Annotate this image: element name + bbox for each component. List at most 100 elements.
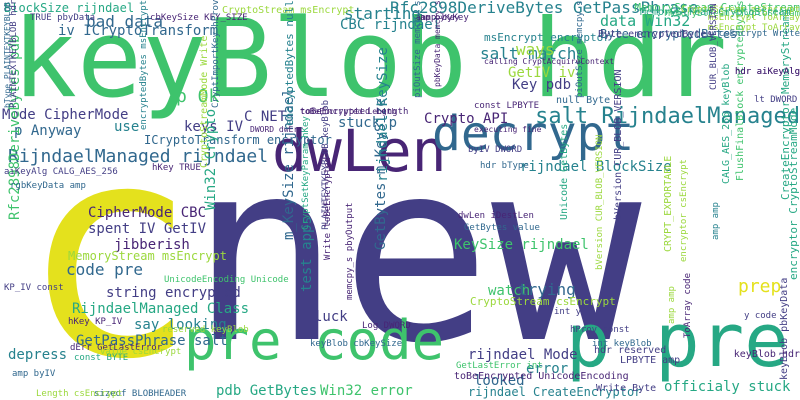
word-amp-bykey: amp byKey bbox=[420, 13, 469, 23]
word-toarray-code: ToArray code bbox=[683, 272, 693, 338]
word-bversion-cur-blob-version: bVersion CUR_BLOB_VERSION bbox=[613, 69, 624, 220]
word-new: new bbox=[190, 107, 642, 398]
word-getbytes-value: GetBytes value bbox=[464, 223, 540, 233]
word-hdr-aikeyalg: hdr aiKeyAlg bbox=[734, 67, 800, 77]
word-pulen-memcpy-s: piOutSize memcpy_s bbox=[575, 0, 585, 98]
word-derr-getlasterror: dErr GetLastError bbox=[70, 343, 163, 353]
word-calg-aes-256-keyblob: CALG_AES_256 keyBlob bbox=[721, 63, 732, 184]
word-hdr-reserved: hdr reserved bbox=[594, 345, 667, 356]
word-c: c bbox=[20, 80, 198, 400]
word-keysize-rijndael: KeySize rijndael bbox=[454, 237, 589, 253]
word-ways: ways bbox=[516, 40, 555, 59]
word-hkey-true: hKey TRUE bbox=[152, 163, 201, 173]
word-tobeencrypted: toBeEncrypted Length bbox=[300, 107, 397, 116]
word-code-pre: code pre bbox=[66, 260, 144, 279]
word-dwlen-idestlen: dwLen iDestLen bbox=[458, 211, 534, 221]
word-amp-amp-2: amp amp bbox=[667, 286, 677, 324]
word-spent-iv-getiv: spent IV GetIV bbox=[88, 221, 207, 237]
word-rijndael-createencryptor: rijndael CreateEncryptor bbox=[468, 385, 642, 399]
word-keyblob-hdr-small: keyBlob hdr bbox=[733, 349, 800, 360]
word-looked: looked bbox=[474, 373, 525, 389]
word-tobeencrypted-unicodeencoding: toBeEncrypted UnicodeEncoding bbox=[454, 371, 629, 382]
word-write-tobeencrypted: Write toBeEncrypted bbox=[323, 157, 333, 260]
word-amp-byiv: amp byIV bbox=[12, 369, 56, 379]
word-keyblob-pbkeydata: keyBlob pbKeyData bbox=[779, 277, 790, 380]
word-calling-cryptacquire: calling CryptAcquireContext bbox=[484, 57, 615, 66]
word-encryptor-csencrypt: encryptor csEncrypt bbox=[679, 159, 689, 262]
word-stuck-p: stuck p bbox=[338, 115, 398, 131]
word-p-ok: p Ok bbox=[176, 86, 220, 107]
word-blocksize-rijndael: BlockSize rijndael bbox=[4, 1, 135, 15]
word-lt-dword: lt DWORD bbox=[754, 95, 798, 105]
word-byte-encryptedbytes-2: Byte encryptedBytes bbox=[598, 29, 713, 40]
word-hprov-const: hProv const bbox=[570, 325, 630, 335]
word-icryptotransform-encryptor: ICryptoTransform encryptor bbox=[144, 133, 332, 147]
word-bad-data: bad data bbox=[86, 12, 164, 31]
word-ciphermode-cbc: CipherMode CBC bbox=[88, 205, 207, 221]
word-memcpy-s-pbyoutput: memcpy_s pbyOutput bbox=[345, 202, 355, 300]
word-cur-blob-version: CUR_BLOB_VERSION bbox=[709, 3, 719, 90]
word-getiv-iv: GetIV iv bbox=[508, 65, 576, 81]
word-salt-match: salt match bbox=[480, 44, 577, 63]
word-memorystream-cryptostream: MemoryStream CryptoStream bbox=[634, 1, 800, 14]
word-officialy-stuck: officialy stuck bbox=[664, 379, 791, 395]
word-p-pre: p pre bbox=[566, 298, 789, 384]
word-memorystream-msencrypt: MemoryStream msEncrypt bbox=[68, 249, 227, 263]
word-cryptostream-msencrypt: CryptoStream msEncrypt bbox=[222, 5, 355, 16]
word-watch: watch bbox=[488, 283, 531, 299]
word-depress: depress bbox=[8, 347, 68, 363]
word-c-net: C NET bbox=[244, 109, 287, 125]
word-dword-derr: DWORD dwErr bbox=[250, 125, 303, 134]
word-amp-bykey-2: amp byKey bbox=[416, 13, 460, 22]
word-rijndaelmanaged-class: RijndaelManaged Class bbox=[72, 301, 250, 317]
word-msencrypt-encryptor: msEncrypt encryptor bbox=[484, 31, 610, 44]
word-trying: trying bbox=[518, 280, 576, 299]
word-cryptstream-msencrypt: CryptoStream msEncrypt bbox=[680, 5, 800, 15]
word-keyblob-hdr: keyBlob hdr bbox=[12, 0, 728, 122]
word-encryptor-cryptostreammode: encryptor CryptoStreamMode bbox=[787, 107, 800, 280]
word-rijndael-mode: rijndael Mode bbox=[468, 347, 578, 363]
word-win32-error: Win32 error bbox=[320, 383, 413, 399]
word-sizeof-blobheader: sizeof BLOBHEADER bbox=[94, 389, 187, 399]
word-data-win32: data Win32 bbox=[600, 12, 691, 30]
word-keys-iv: keys IV bbox=[184, 119, 244, 135]
word-log-dword: Log DWORD bbox=[362, 321, 411, 331]
word-memorystream-cryptostream-top: MemoryStream CryptoStream bbox=[640, 7, 791, 18]
word-cryptimportkey-hprov: CryptImportKey hProv bbox=[211, 0, 221, 109]
word-const-byte: const BYTE bbox=[74, 353, 129, 363]
word-msencrypt-toarray: msEncrypt ToArray bbox=[707, 23, 800, 33]
word-crypt-exportable: CRYPT_EXPORTABLE bbox=[663, 155, 674, 252]
word-amp-amp: amp amp bbox=[711, 202, 721, 240]
word-hdr-aikeyalg-2: hdr aiKeyAlg bbox=[734, 67, 800, 77]
word-hdr-btype: hdr bType bbox=[480, 161, 529, 171]
word-luck: luck bbox=[314, 309, 348, 325]
word-tobeencrypted-length: toBeEncrypted Length bbox=[300, 107, 409, 117]
word-kp-iv-const: KP_IV const bbox=[4, 283, 64, 293]
word-cswrite-write: csEncrypt Write bbox=[718, 29, 800, 39]
word-length-csencrypt: Length csEncrypt bbox=[36, 389, 123, 399]
word-rfc2898derivebytes-getpassphrase: Rfc2898DeriveBytes GetPassPhrase bbox=[390, 0, 699, 17]
word-write-byte: Write Byte bbox=[596, 383, 657, 394]
word-byte-encryptedbytes: Byte encryptedBytes bbox=[600, 27, 738, 41]
word-salt-rijndaelmanaged: salt RijndaelManaged bbox=[535, 104, 800, 129]
word-reserved-keyblob: reserved keyBlob bbox=[162, 325, 249, 335]
word-iv-dword: byIV DWORD bbox=[468, 145, 523, 155]
word-hkey-kp-iv: hKey KP_IV bbox=[68, 317, 123, 327]
word-msencrypt-toarray-2: msEncrypt ToArray bbox=[707, 13, 800, 23]
word-jibberish: jibberish bbox=[114, 237, 190, 253]
word-p-anyway: p Anyway bbox=[14, 123, 82, 139]
word-pdb-getbytes: pdb GetBytes bbox=[216, 383, 318, 399]
word-rijndael-blocksize: rijndael BlockSize bbox=[520, 159, 672, 175]
word-getlasterror-int: GetLastError int bbox=[456, 361, 543, 371]
word-int-y: int y bbox=[554, 307, 582, 317]
word-say-looking: say looking bbox=[134, 317, 227, 333]
word-cbkeysize-key-size: cbKeySize KEY_SIZE bbox=[150, 13, 248, 23]
word-const-lpbyte: const LPBYTE bbox=[474, 101, 540, 111]
word-keyblob-cbkeysize: keyBlob cbKeySize bbox=[310, 339, 403, 349]
word-null-byte: null Byte bbox=[556, 95, 611, 106]
word-aikeyalg-calg-aes-256: aiKeyAlg CALG_AES_256 bbox=[4, 167, 118, 177]
word-value-csencrypt: value csEncrypt bbox=[100, 347, 182, 357]
word-unicodeencoding-unicode: UnicodeEncoding Unicode bbox=[164, 275, 289, 285]
word-true-pbydata: TRUE pbyData bbox=[30, 13, 96, 23]
